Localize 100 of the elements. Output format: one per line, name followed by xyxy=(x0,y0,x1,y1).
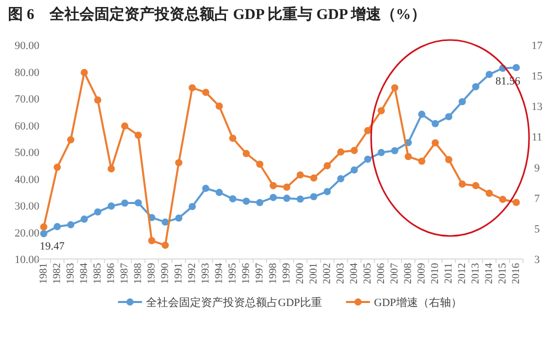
legend-label: 全社会固定资产投资总额占GDP比重 xyxy=(146,296,322,309)
point xyxy=(54,223,61,230)
x-tick-label: 2003 xyxy=(335,263,346,284)
chart-title: 图 6 全社会固定资产投资总额占 GDP 比重与 GDP 增速（%） xyxy=(8,5,426,23)
x-tick-label: 1991 xyxy=(173,263,184,284)
data-label: 19.47 xyxy=(40,240,65,253)
point xyxy=(391,147,398,154)
point xyxy=(94,96,102,104)
x-tick-label: 1993 xyxy=(200,263,212,284)
x-tick-label: 2014 xyxy=(484,262,495,284)
point xyxy=(283,194,290,202)
point xyxy=(94,208,102,216)
point xyxy=(134,132,142,139)
point xyxy=(418,110,426,118)
point xyxy=(270,182,277,190)
y-tick-label: 10.00 xyxy=(14,254,40,266)
x-tick-label: 2001 xyxy=(308,263,320,284)
point xyxy=(486,190,493,197)
point xyxy=(188,202,196,210)
point xyxy=(40,223,48,230)
point xyxy=(148,237,156,244)
point xyxy=(270,194,277,202)
x-tick-label: 2005 xyxy=(362,263,374,284)
point xyxy=(324,188,331,196)
point xyxy=(162,242,169,249)
point xyxy=(134,199,142,206)
point xyxy=(54,164,61,171)
point xyxy=(242,198,250,205)
point xyxy=(310,174,318,182)
point xyxy=(121,122,128,130)
x-tick-label: 2011 xyxy=(443,263,454,284)
point xyxy=(40,230,48,238)
point xyxy=(337,175,344,182)
x-tick-label: 1983 xyxy=(65,263,76,284)
point xyxy=(391,84,398,92)
x-tick-label: 2002 xyxy=(322,263,333,284)
y-tick-label: 20.00 xyxy=(14,227,40,240)
point xyxy=(188,84,196,92)
point xyxy=(472,182,480,190)
point xyxy=(216,188,223,196)
point xyxy=(202,88,210,96)
x-tick-label: 2015 xyxy=(497,263,508,284)
x-tick-label: 2010 xyxy=(430,263,441,284)
x-tick-label: 1995 xyxy=(227,263,238,284)
x-tick-label: 1985 xyxy=(92,263,104,284)
y-tick-label: 60.00 xyxy=(14,120,40,132)
y-tick-label: 90.00 xyxy=(14,40,40,52)
x-tick-label: 1988 xyxy=(132,263,144,284)
point xyxy=(337,148,344,156)
point xyxy=(67,136,74,144)
point xyxy=(364,127,372,134)
x-tick-label: 1992 xyxy=(186,263,198,284)
x-tick-label: 2012 xyxy=(456,263,468,284)
point xyxy=(80,216,88,223)
point xyxy=(296,171,304,179)
point xyxy=(432,120,439,128)
y2-tick-label: 5 xyxy=(534,223,540,236)
x-tick-label: 2016 xyxy=(510,263,522,284)
point xyxy=(310,193,318,200)
x-tick-label: 1994 xyxy=(214,262,225,284)
point xyxy=(458,98,466,106)
legend-label: GDP增速（右轴） xyxy=(374,296,462,309)
point xyxy=(283,184,290,191)
y-tick-label: 50.00 xyxy=(14,147,40,159)
y-tick-label: 70.00 xyxy=(14,94,40,106)
x-tick-label: 2006 xyxy=(376,263,387,284)
y-tick-label: 80.00 xyxy=(14,66,40,79)
x-tick-label: 2004 xyxy=(348,262,360,284)
point xyxy=(472,83,480,90)
point xyxy=(350,166,358,174)
point xyxy=(324,162,331,170)
x-tick-label: 1982 xyxy=(52,263,63,284)
point xyxy=(512,64,520,72)
y-tick-label: 40.00 xyxy=(14,174,40,186)
point xyxy=(445,113,452,120)
point xyxy=(242,150,250,158)
x-tick-label: 1998 xyxy=(268,263,279,284)
point xyxy=(175,214,182,222)
point xyxy=(499,196,506,203)
x-tick-label: 1989 xyxy=(146,263,158,284)
point xyxy=(458,180,466,188)
x-tick-label: 1996 xyxy=(240,263,252,284)
point xyxy=(216,102,223,110)
point xyxy=(378,107,385,114)
point xyxy=(108,202,115,210)
x-tick-label: 2009 xyxy=(416,263,428,284)
point xyxy=(229,134,236,142)
x-tick-label: 1981 xyxy=(38,263,50,284)
point xyxy=(486,70,493,78)
point xyxy=(121,199,128,207)
x-tick-label: 2000 xyxy=(294,263,306,284)
x-tick-label: 2008 xyxy=(402,263,414,284)
point xyxy=(202,184,210,192)
x-tick-label: 1984 xyxy=(78,262,90,284)
y2-tick-label: 13 xyxy=(532,101,543,114)
point xyxy=(445,156,452,164)
point xyxy=(80,68,88,76)
point xyxy=(256,198,264,206)
x-tick-label: 2013 xyxy=(470,263,482,284)
y2-tick-label: 15 xyxy=(532,70,543,83)
